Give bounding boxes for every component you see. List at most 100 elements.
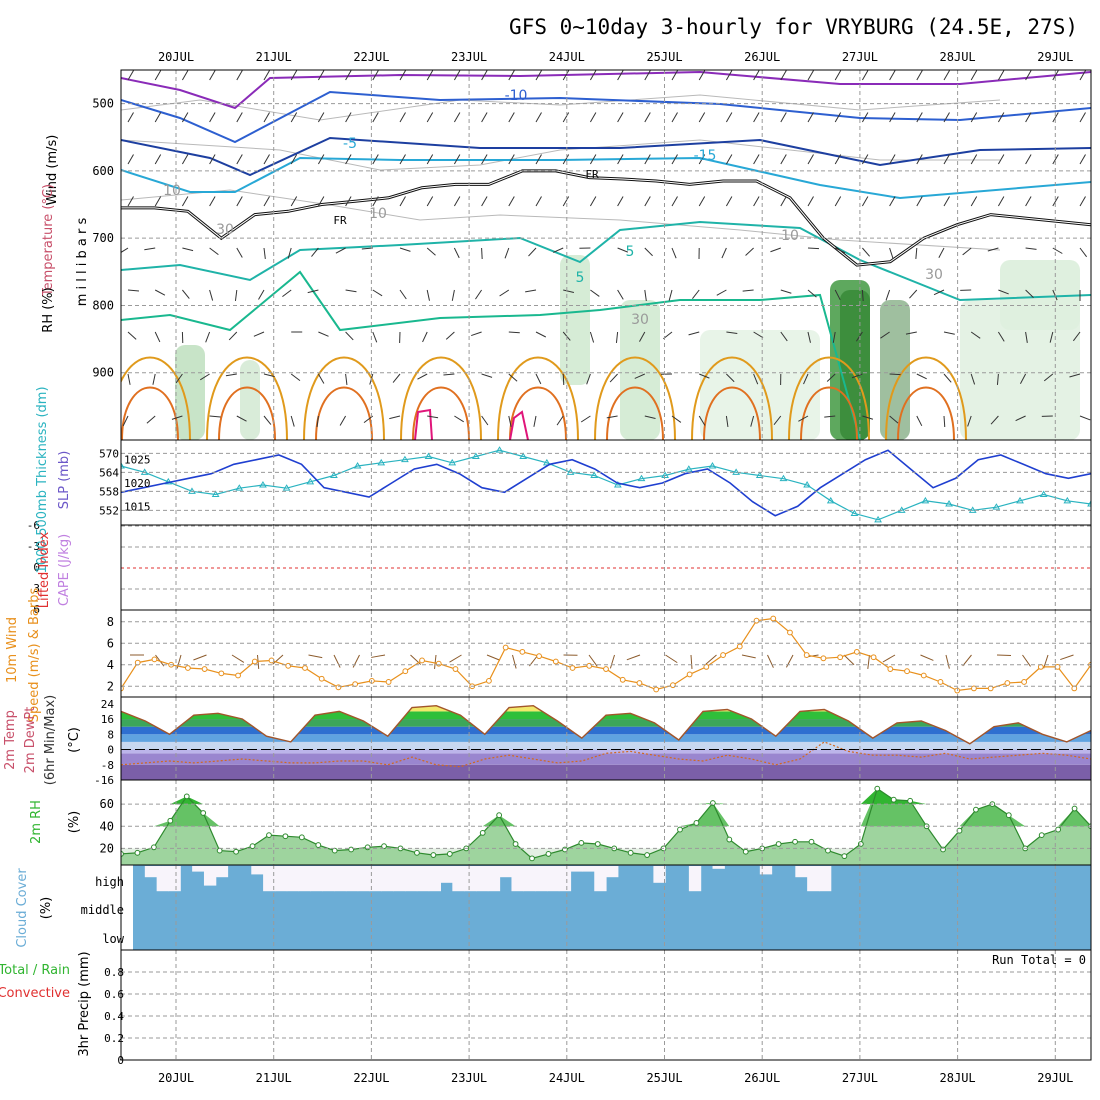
wind-barb [742,289,754,292]
precip-total-label: Total / Rain [0,963,70,978]
wind-barb [889,373,901,376]
warm-contour [121,356,191,440]
wind-speed-point [920,672,927,679]
wind-barb [644,70,651,81]
bottom-day-label: 29JUL [1037,1071,1073,1085]
cloud-gap [688,866,702,892]
rh-point [348,846,355,853]
wind-barb [644,289,647,301]
thickness-point [850,509,859,516]
wind-barb [263,373,275,378]
cloud-gap [523,866,536,892]
wind-barb [671,112,678,123]
slp-tick-label: 1015 [124,500,151,513]
precip-tick-label: 0.6 [104,988,124,1001]
rh-point [266,832,272,839]
wind-barb [392,373,401,383]
rh-point [841,853,848,860]
wind-barb [399,247,411,252]
cloud-gap [203,866,217,886]
wind-barb [997,70,1005,81]
wind-barb [182,247,194,252]
temperature-contour [121,136,1091,177]
wind-barb [970,70,978,81]
wind-barb [861,154,869,165]
panel-frame [120,949,1092,1061]
wind-barb [427,415,439,419]
bottom-day-label: 20JUL [158,1071,194,1085]
rh-point [907,797,914,804]
rh-point [298,834,305,841]
cloud-gap [345,866,359,892]
wind-barb [481,247,483,260]
rh-tick-label: 60 [100,797,114,811]
top-day-label: 24JUL [549,50,585,64]
cloud-gap [511,866,524,892]
rh-point [496,812,503,819]
thickness-point [235,484,244,491]
cloud-middle-label: middle [81,903,124,917]
surface-wind-barb [333,654,341,668]
cloud-high-label: high [95,875,124,889]
wind-barb [807,112,814,123]
wind-barb [780,196,787,207]
wind-barb [263,415,272,425]
cloud-gap [795,866,808,878]
wind-barb [154,196,162,207]
rh-point [233,848,239,855]
wind-speed-point [820,655,827,662]
wind-barb [832,331,836,343]
wind-barb [318,331,329,337]
cloud-gap [251,866,264,875]
bottom-day-label: 28JUL [940,1071,976,1085]
rh-point [414,849,420,856]
wind-barb [698,112,706,123]
wind-barb [933,289,945,296]
wind-barb [861,112,869,123]
rh-shade [175,345,205,440]
wind-barb [317,196,325,207]
wind-barb [688,331,700,336]
rh-point [249,843,256,850]
wind-barb [671,415,682,423]
thickness-tick-label: 552 [99,504,119,517]
warm-contour [218,386,276,440]
wind-barb [725,70,733,81]
wind-barb [225,373,237,377]
wind-speed-point [201,666,208,672]
freezing-level-line [121,169,1091,267]
wind-barb [504,247,510,259]
wind-barb [1079,196,1086,207]
chart-title: GFS 0~10day 3-hourly for VRYBURG (24.5E,… [509,15,1078,39]
cloud-axis-label: Cloud Cover [15,868,30,948]
surface-wind-barb [352,654,360,668]
thickness-point [755,471,764,478]
wind-barb [916,112,923,123]
surface-wind-barb [1022,654,1031,667]
thickness-tick-label: 558 [99,485,119,498]
wind-barb [589,331,595,343]
wind-speed-point [318,675,325,682]
wind-barb [617,247,628,253]
wind-barb [552,247,564,253]
thickness-point [945,500,953,507]
thickness-point [874,515,882,523]
thickness-point [211,490,220,497]
cape-axis-label: CAPE (J/kg) [57,534,72,606]
cloud-gap [298,866,311,892]
wind-barb [317,112,325,123]
dewpt-axis-label: 2m DewPt [23,707,38,774]
wind-speed-point [753,617,760,624]
wind-barb [508,373,518,382]
wind-barb [127,373,131,385]
wind-barb [668,289,673,301]
wind-barb [698,70,706,81]
wind-barb [861,196,869,207]
rh-point [512,841,519,847]
wind-barb [481,154,488,165]
cloud-gap [535,866,548,892]
wind-barb [943,70,950,81]
wind-barb [426,112,434,123]
temp-tick-label: 16 [101,713,114,726]
cloud-gap [357,866,371,892]
